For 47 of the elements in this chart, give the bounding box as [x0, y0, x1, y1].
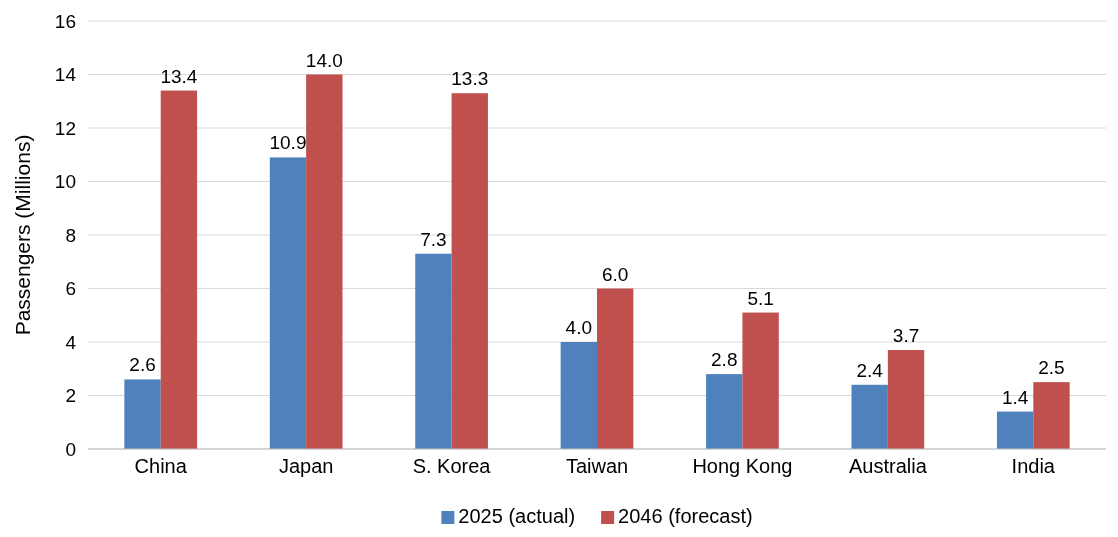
- data-label: 5.1: [747, 287, 774, 309]
- y-tick-label: 8: [65, 224, 76, 246]
- x-tick-label: India: [1011, 455, 1056, 478]
- y-tick-label: 16: [54, 10, 76, 32]
- bar: [306, 74, 343, 449]
- y-tick-label: 6: [65, 278, 76, 300]
- data-label: 7.3: [420, 228, 447, 250]
- bar: [706, 374, 743, 449]
- bar: [160, 90, 198, 449]
- data-label: 14.0: [305, 49, 343, 71]
- data-label: 4.0: [565, 317, 593, 338]
- x-tick-label: Japan: [278, 455, 334, 478]
- x-tick-label: Hong Kong: [692, 455, 793, 478]
- legend-label: 2025 (actual): [458, 505, 576, 527]
- legend-label: 2046 (forecast): [618, 505, 753, 527]
- data-label: 10.9: [269, 132, 307, 154]
- bar: [597, 288, 634, 449]
- y-tick-label: 14: [54, 64, 77, 86]
- data-label: 2.8: [711, 349, 738, 371]
- x-tick-label: Taiwan: [565, 455, 629, 478]
- data-label: 13.4: [160, 65, 198, 87]
- data-label: 2.5: [1038, 357, 1065, 379]
- y-tick-label: 2: [65, 385, 76, 407]
- bar: [887, 350, 925, 449]
- data-label: 2.6: [129, 354, 156, 376]
- x-tick-label: China: [134, 455, 188, 478]
- bar: [560, 342, 597, 449]
- data-label: 13.3: [451, 68, 489, 90]
- bar: [451, 93, 488, 449]
- y-axis-title: Passengers (Millions): [11, 134, 34, 336]
- y-tick-label: 0: [65, 438, 76, 460]
- y-tick-label: 4: [65, 331, 77, 353]
- bar: [996, 411, 1034, 449]
- data-label: 3.7: [892, 325, 920, 347]
- bar: [269, 157, 307, 449]
- data-label: 6.0: [601, 263, 629, 285]
- bar: [742, 312, 779, 449]
- bar: [1033, 382, 1070, 449]
- bar: [124, 379, 161, 449]
- x-tick-label: S. Korea: [412, 455, 492, 478]
- bar: [415, 253, 452, 449]
- bar: [851, 384, 888, 449]
- data-label: 1.4: [1001, 386, 1029, 408]
- x-tick-label: Australia: [848, 455, 928, 478]
- y-tick-label: 12: [54, 117, 76, 139]
- data-label: 2.4: [856, 359, 884, 381]
- y-tick-label: 10: [54, 171, 76, 193]
